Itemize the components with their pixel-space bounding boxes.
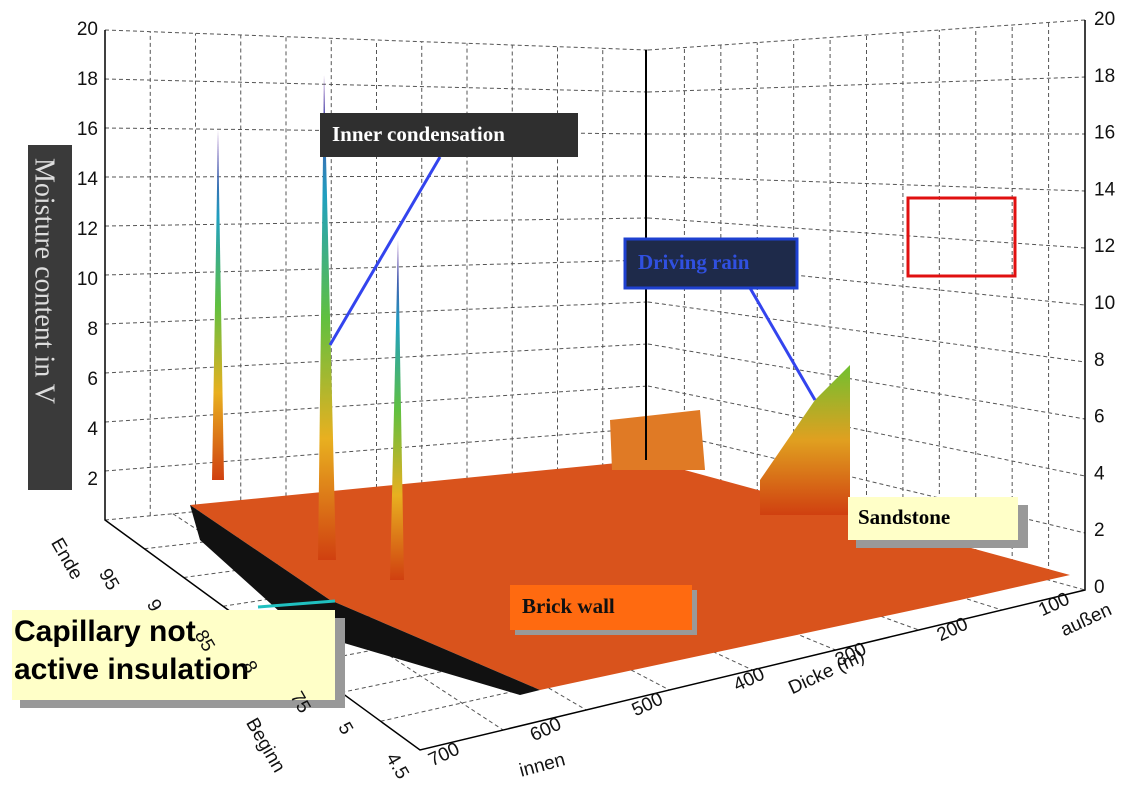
y-tick-label: 2 (87, 469, 98, 490)
y2-tick-label: 2 (1094, 520, 1105, 541)
annotation-box (510, 585, 692, 630)
x-tick-label: 700 (425, 739, 463, 771)
y2-tick-label: 0 (1094, 577, 1105, 598)
x-tick-label: 600 (527, 714, 565, 746)
annotation: Brick wall (522, 594, 615, 618)
y2-tick-label: 16 (1094, 123, 1115, 144)
y2-tick-label: 14 (1094, 179, 1116, 200)
z-tick-label: 5 (333, 719, 356, 739)
axis-line (104, 20, 1086, 751)
y2-tick-label: 10 (1094, 293, 1115, 314)
highlight (906, 196, 1017, 278)
y2-tick-label: 20 (1094, 9, 1115, 30)
y-tick-label: 16 (77, 119, 98, 140)
annotation: Capillary not (14, 615, 196, 648)
y-tick-label: 10 (77, 269, 98, 290)
annotation: Driving rain (638, 250, 750, 274)
time-axis-label: Beginn (241, 715, 289, 777)
annotation-box (848, 497, 1018, 540)
z-tick-label: Ende (46, 535, 86, 584)
z-tick-label: 4.5 (381, 750, 412, 783)
x-tick-label: 400 (730, 664, 768, 696)
y-tick-label: 12 (77, 219, 98, 240)
pointer (328, 156, 442, 346)
y-tick-label: 20 (77, 19, 98, 40)
y2-tick-label: 12 (1094, 236, 1115, 257)
y-tick-label: 8 (87, 319, 98, 340)
annotation: Sandstone (858, 505, 950, 529)
x-tick-label: 500 (629, 689, 667, 721)
depth-inner-label: innen (517, 749, 567, 781)
annotation-box (12, 610, 335, 700)
y-tick-label: 18 (77, 69, 98, 90)
pointer (257, 599, 336, 609)
annotation: Inner condensation (332, 122, 505, 146)
y-tick-label: 6 (87, 369, 98, 390)
y2-tick-label: 4 (1094, 463, 1105, 484)
y-label-box (28, 145, 72, 490)
y2-tick-label: 6 (1094, 407, 1105, 428)
y-tick-label: 4 (87, 419, 98, 440)
y-tick-label: 14 (77, 169, 99, 190)
y-axis-label: Moisture content in V (29, 158, 60, 404)
annotation-box (320, 113, 578, 157)
y2-tick-label: 8 (1094, 350, 1105, 371)
z-tick-label: 95 (94, 565, 123, 594)
pointer (748, 287, 817, 401)
annotation: active insulation (14, 653, 249, 686)
annotation-box (623, 237, 799, 290)
y2-tick-label: 18 (1094, 66, 1115, 87)
